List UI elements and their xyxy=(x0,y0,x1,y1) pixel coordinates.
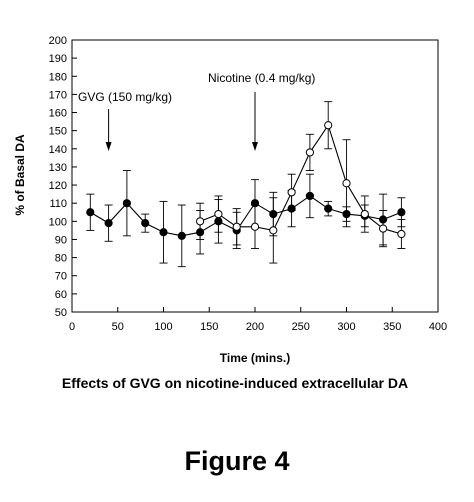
y-tick-label: 60 xyxy=(55,289,67,301)
data-point-filled xyxy=(141,219,150,228)
data-point-filled xyxy=(104,219,113,228)
x-tick-label: 200 xyxy=(246,321,264,333)
y-tick-label: 70 xyxy=(55,271,67,283)
data-point-open xyxy=(342,179,351,188)
data-point-filled xyxy=(324,204,333,213)
x-tick-label: 300 xyxy=(337,321,355,333)
data-point-open xyxy=(324,121,333,130)
y-tick-label: 140 xyxy=(49,144,67,156)
data-point-open xyxy=(379,224,388,233)
y-tick-label: 190 xyxy=(49,53,67,65)
chart-series xyxy=(86,101,406,268)
y-tick-label: 100 xyxy=(49,216,67,228)
data-point-open xyxy=(360,209,369,219)
data-point-filled xyxy=(86,208,95,217)
data-point-filled xyxy=(122,199,132,208)
data-point-filled xyxy=(159,228,168,237)
y-tick-label: 200 xyxy=(49,35,67,47)
x-tick-label: 250 xyxy=(292,321,310,333)
y-tick-label: 110 xyxy=(49,198,67,210)
x-tick-label: 0 xyxy=(69,321,75,333)
data-point-open xyxy=(214,209,223,219)
data-point-open xyxy=(305,148,314,157)
figure-caption: Effects of GVG on nicotine-induced extra… xyxy=(62,375,408,391)
series-2 xyxy=(196,101,406,264)
y-tick-label: 80 xyxy=(55,253,67,265)
x-tick-label: 50 xyxy=(112,321,124,333)
arrowhead-nicotine xyxy=(252,142,258,151)
series-1 xyxy=(86,170,406,268)
data-point-open xyxy=(397,229,406,239)
data-point-open xyxy=(196,217,205,226)
x-tick-label: 150 xyxy=(200,321,218,333)
y-tick-label: 120 xyxy=(49,180,67,192)
data-point-filled xyxy=(305,191,314,201)
data-point-open xyxy=(287,188,296,197)
x-tick-label: 400 xyxy=(429,321,447,333)
series-line xyxy=(90,195,402,237)
data-point-filled xyxy=(177,231,186,240)
arrowhead-gvg xyxy=(105,142,112,151)
y-axis-title: % of Basal DA xyxy=(13,134,27,216)
figure-label: Figure 4 xyxy=(184,446,289,476)
data-point-open xyxy=(250,222,260,231)
y-tick-label: 150 xyxy=(49,126,67,138)
chart-annotations: GVG (150 mg/kg) Nicotine (0.4 mg/kg) xyxy=(78,71,315,151)
y-tick-label: 180 xyxy=(49,71,67,83)
data-point-filled xyxy=(397,208,406,217)
chart-axes: 50 60 70 80 90 100 110 120 130 140 150 160 170 180 190… xyxy=(49,35,448,333)
x-tick-label: 350 xyxy=(383,321,401,333)
y-tick-label: 50 xyxy=(55,307,67,319)
y-tick-label: 130 xyxy=(49,162,67,174)
data-point-open xyxy=(269,226,278,235)
annotation-gvg: GVG (150 mg/kg) xyxy=(78,90,172,104)
data-point-open xyxy=(232,222,241,231)
y-tick-label: 160 xyxy=(49,108,67,120)
y-tick-label: 170 xyxy=(49,89,67,101)
x-axis-title: Time (mins.) xyxy=(220,351,290,365)
annotation-nicotine: Nicotine (0.4 mg/kg) xyxy=(208,71,315,85)
y-tick-label: 90 xyxy=(55,234,67,246)
x-tick-label: 100 xyxy=(154,321,172,333)
